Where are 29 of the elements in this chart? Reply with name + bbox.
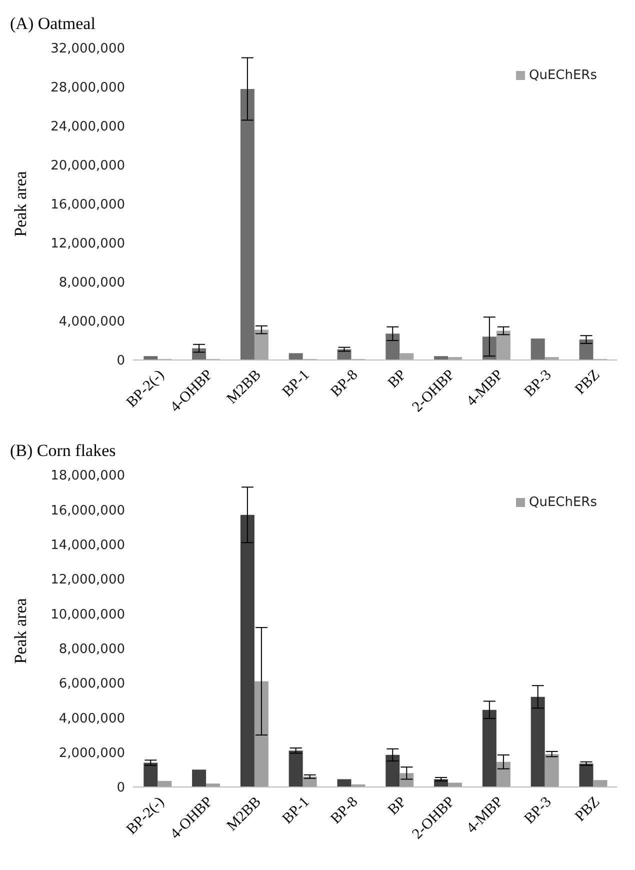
y-tick-label: 12,000,000 xyxy=(50,572,125,588)
x-tick-label: BP xyxy=(385,367,410,392)
chart-title: (A) Oatmeal xyxy=(10,14,96,34)
y-tick-label: 0 xyxy=(116,780,125,796)
y-tick-label: 10,000,000 xyxy=(50,607,125,622)
x-tick-label: PBZ xyxy=(572,794,604,825)
y-tick-label: 18,000,000 xyxy=(50,468,125,484)
legend-label: QuEChERs xyxy=(528,68,597,83)
y-tick-label: 20,000,000 xyxy=(50,158,125,174)
y-tick-label: 28,000,000 xyxy=(50,80,125,96)
x-tick-label: PBZ xyxy=(572,367,604,398)
y-tick-label: 4,000,000 xyxy=(58,711,125,726)
y-tick-label: 32,000,000 xyxy=(50,42,125,57)
y-tick-label: 24,000,000 xyxy=(50,120,125,135)
x-tick-label: BP xyxy=(385,794,410,818)
y-tick-label: 16,000,000 xyxy=(50,503,125,518)
legend-label: QuEChERs xyxy=(528,495,597,510)
y-tick-label: 12,000,000 xyxy=(50,236,125,252)
y-tick-label: 14,000,000 xyxy=(50,538,125,553)
y-axis-title: Peak area xyxy=(11,170,30,237)
y-axis-title: Peak area xyxy=(11,598,30,664)
y-tick-label: 6,000,000 xyxy=(58,676,125,692)
y-tick-label: 8,000,000 xyxy=(58,642,125,657)
y-tick-label: 2,000,000 xyxy=(58,746,125,761)
y-tick-label: 0 xyxy=(116,354,125,369)
y-tick-label: 8,000,000 xyxy=(58,276,125,291)
y-tick-label: 16,000,000 xyxy=(50,198,125,213)
chart-title: (B) Corn flakes xyxy=(10,441,116,461)
y-tick-label: 4,000,000 xyxy=(58,314,125,330)
